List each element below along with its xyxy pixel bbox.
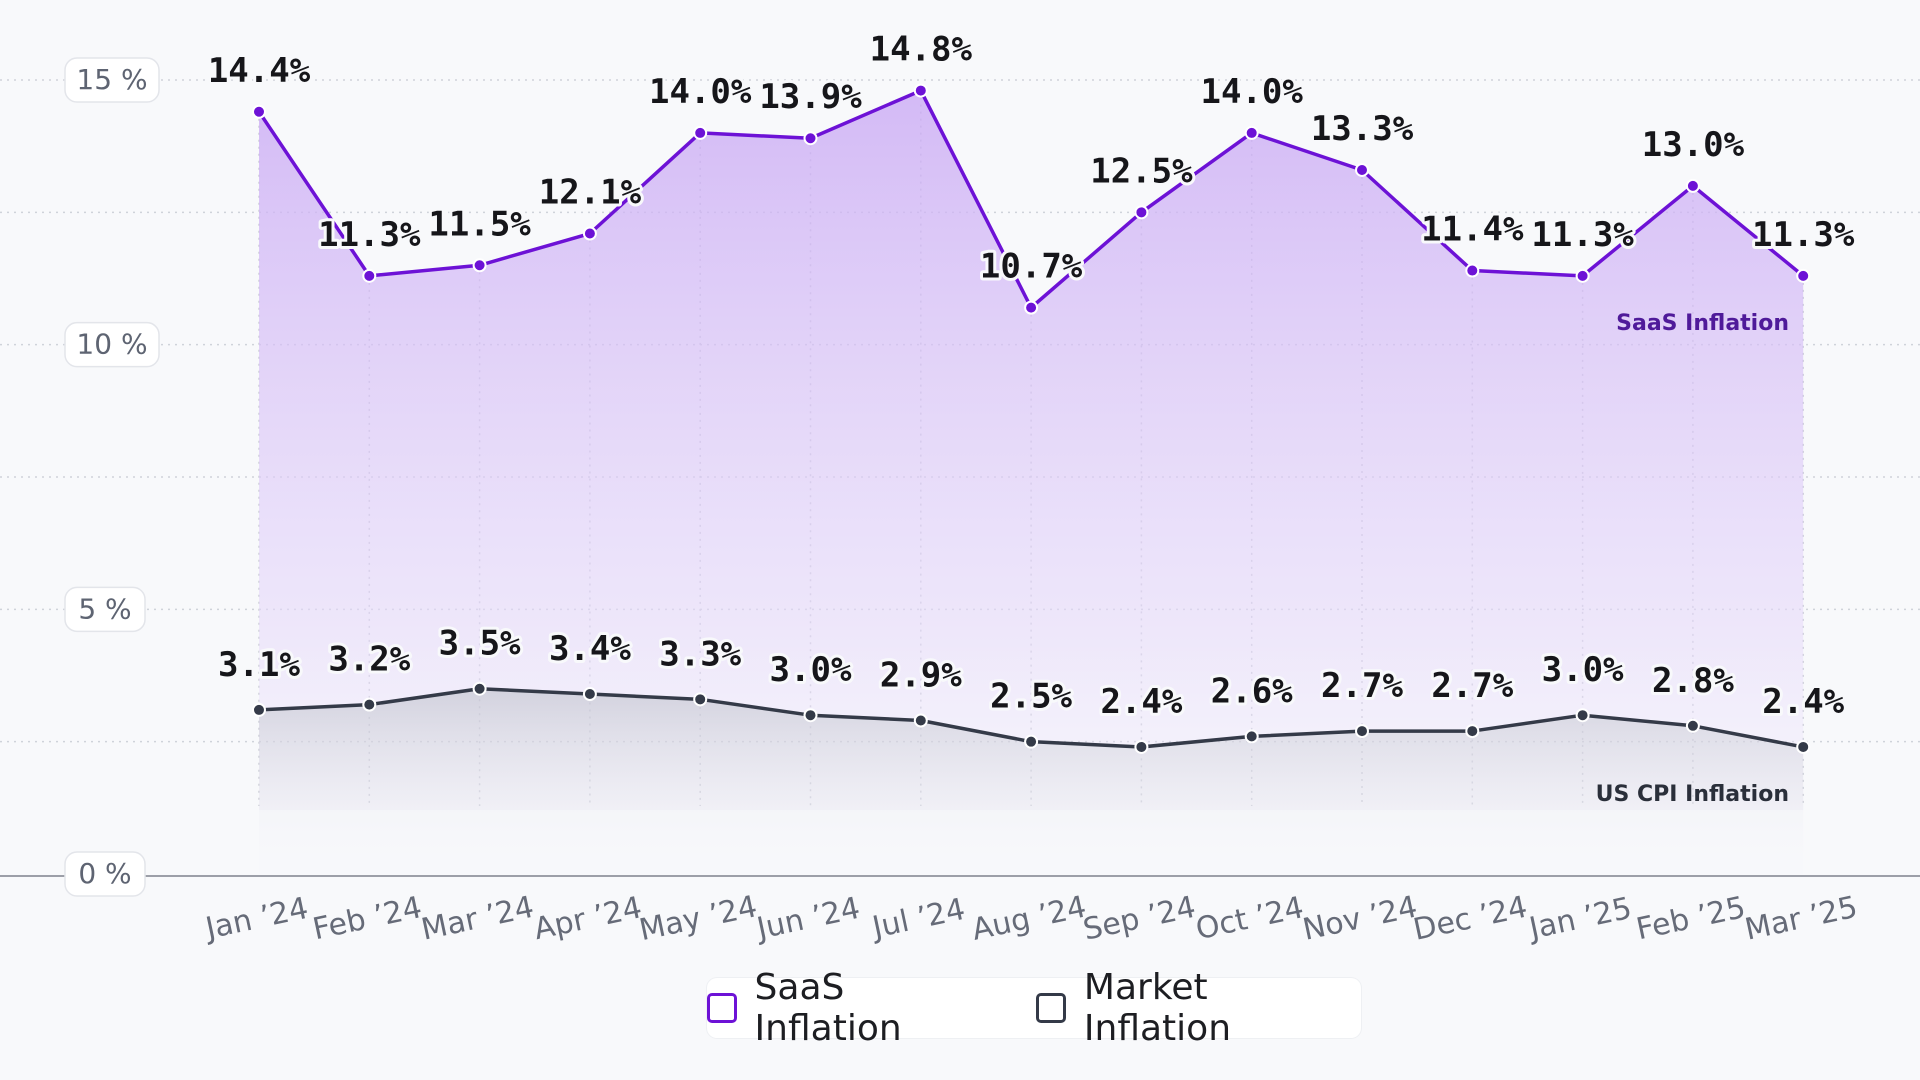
saas-point bbox=[362, 268, 377, 283]
series-tags: SaaS Inflation US CPI Inflation bbox=[1596, 311, 1789, 807]
x-tick-label: Mar ’24 bbox=[418, 890, 537, 948]
x-tick-label: Dec ’24 bbox=[1410, 890, 1530, 948]
series-areas bbox=[257, 90, 1806, 874]
legend-item-market[interactable]: Market Inflation bbox=[1036, 967, 1361, 1049]
saas-data-label: 11.3% bbox=[318, 215, 421, 255]
y-tick-box bbox=[64, 57, 160, 103]
market-data-label: 2.7% bbox=[1431, 666, 1513, 706]
saas-data-label: 11.3% bbox=[1531, 215, 1634, 255]
market-point bbox=[362, 697, 377, 712]
saas-data-label: 12.1% bbox=[539, 173, 642, 213]
market-point bbox=[472, 681, 487, 696]
saas-data-label: 14.4% bbox=[208, 51, 311, 91]
saas-data-label: 14.0% bbox=[1201, 72, 1304, 112]
saas-point bbox=[1575, 268, 1590, 283]
saas-point bbox=[1134, 205, 1149, 220]
x-tick-label: Feb ’24 bbox=[310, 890, 425, 947]
x-tick-label: Feb ’25 bbox=[1633, 890, 1748, 947]
y-tick-label: 15 % bbox=[76, 63, 147, 96]
y-tick-box bbox=[64, 586, 146, 633]
market-data-label: 3.5% bbox=[439, 624, 521, 664]
x-tick-label: Oct ’24 bbox=[1193, 890, 1307, 947]
data-points bbox=[252, 83, 1811, 754]
market-point bbox=[582, 687, 597, 702]
market-data-label: 2.5% bbox=[990, 677, 1072, 717]
market-point bbox=[1024, 734, 1039, 749]
y-tick-box bbox=[64, 321, 160, 368]
saas-data-label: 13.0% bbox=[1642, 125, 1745, 165]
saas-data-label: 11.3% bbox=[1752, 215, 1855, 255]
legend-label-market: Market Inflation bbox=[1083, 967, 1232, 1049]
chart-legend: SaaS Inflation Market Inflation bbox=[707, 967, 1361, 1049]
market-point bbox=[913, 713, 928, 728]
market-data-label: 2.9% bbox=[880, 655, 962, 695]
saas-point bbox=[1244, 125, 1259, 140]
market-point bbox=[1575, 708, 1590, 723]
saas-point bbox=[582, 226, 597, 241]
market-data-label: 2.4% bbox=[1762, 682, 1844, 722]
legend-swatch-market bbox=[1036, 993, 1066, 1023]
y-tick-label: 10 % bbox=[76, 328, 147, 361]
x-tick-label: Apr ’24 bbox=[531, 890, 645, 947]
data-labels: 14.4%11.3% 11.5%12.1%14.0% 13.9%14.8%10.7%… bbox=[205, 27, 1858, 725]
market-data-label: 2.4% bbox=[1100, 682, 1182, 722]
market-point bbox=[1796, 739, 1811, 754]
saas-point bbox=[803, 131, 818, 146]
saas-data-label: 14.0% bbox=[649, 72, 752, 112]
market-data-label: 3.3% bbox=[659, 634, 741, 674]
market-point bbox=[693, 692, 708, 707]
market-point bbox=[252, 702, 266, 717]
market-point bbox=[1244, 729, 1259, 744]
saas-point bbox=[1685, 178, 1700, 193]
saas-data-label: 13.9% bbox=[759, 77, 862, 117]
y-tick-label: 0 % bbox=[78, 857, 131, 890]
saas-point bbox=[1796, 268, 1811, 283]
market-point bbox=[1134, 739, 1149, 754]
y-tick-label: 5 % bbox=[78, 592, 131, 625]
saas-data-label: 10.7% bbox=[980, 247, 1083, 287]
market-data-label: 2.8% bbox=[1652, 661, 1734, 701]
market-data-label: 3.4% bbox=[549, 629, 631, 669]
x-tick-label: May ’24 bbox=[636, 889, 760, 948]
saas-data-label: 14.8% bbox=[870, 30, 973, 70]
market-series-tag: US CPI Inflation bbox=[1596, 782, 1789, 807]
saas-data-label: 12.5% bbox=[1090, 151, 1193, 191]
baseline-fade bbox=[257, 810, 1806, 874]
market-data-label: 3.2% bbox=[328, 640, 410, 680]
x-tick-label: Jan ’24 bbox=[201, 891, 311, 947]
legend-item-saas[interactable]: SaaS Inflation bbox=[707, 967, 998, 1049]
saas-point bbox=[693, 125, 708, 140]
x-tick-label: Aug ’24 bbox=[969, 890, 1090, 948]
market-data-label: 3.1% bbox=[218, 645, 300, 685]
legend-swatch-saas bbox=[707, 993, 737, 1023]
saas-data-label: 13.3% bbox=[1311, 109, 1414, 149]
market-point bbox=[1685, 718, 1700, 733]
market-data-label: 3.0% bbox=[770, 650, 852, 690]
market-data-label: 3.0% bbox=[1542, 650, 1624, 690]
saas-point bbox=[1465, 263, 1480, 278]
saas-data-label: 11.5% bbox=[428, 204, 531, 244]
saas-series-tag: SaaS Inflation bbox=[1616, 311, 1789, 336]
market-point bbox=[1465, 724, 1480, 739]
saas-point bbox=[913, 83, 928, 98]
market-data-label: 2.6% bbox=[1211, 671, 1293, 711]
legend-label-saas: SaaS Inflation bbox=[754, 967, 902, 1049]
saas-point bbox=[472, 258, 487, 273]
market-data-label: 2.7% bbox=[1321, 666, 1403, 706]
market-point bbox=[803, 708, 818, 723]
x-tick-label: Mar ’25 bbox=[1742, 890, 1861, 948]
x-tick-label: Jun ’24 bbox=[752, 891, 863, 947]
saas-data-label: 11.4% bbox=[1421, 210, 1524, 250]
saas-point bbox=[1024, 300, 1039, 315]
x-tick-label: Jan ’25 bbox=[1524, 891, 1634, 947]
x-tick-label: Nov ’24 bbox=[1300, 890, 1421, 948]
saas-point bbox=[1355, 162, 1369, 177]
market-point bbox=[1355, 724, 1369, 739]
saas-area bbox=[259, 90, 1804, 874]
saas-point bbox=[252, 104, 266, 119]
x-tick-label: Jul ’24 bbox=[868, 892, 969, 946]
y-tick-box bbox=[64, 851, 146, 897]
x-tick-label: Sep ’24 bbox=[1080, 890, 1199, 948]
